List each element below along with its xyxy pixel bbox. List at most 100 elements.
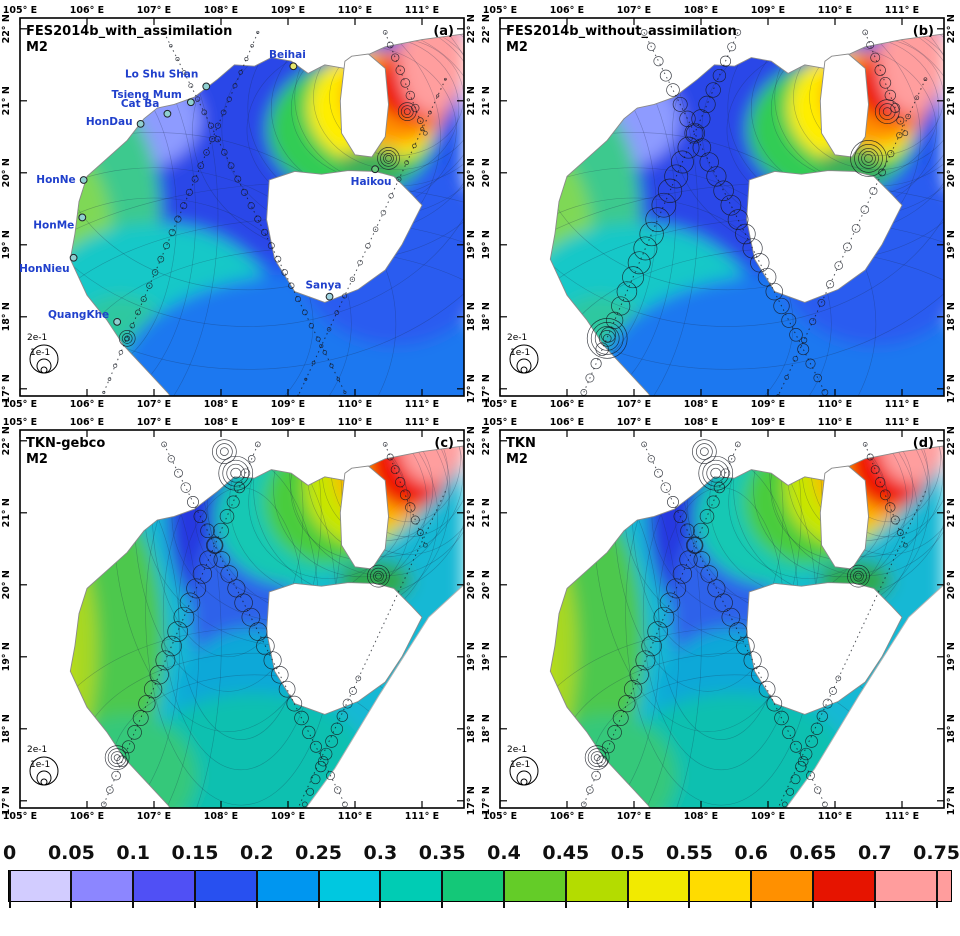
map-frame	[499, 429, 945, 809]
lat-tick-label: 19° N	[466, 642, 477, 671]
colorbar-value: 0.2	[239, 842, 274, 864]
lon-tick-label: 105° E	[3, 811, 37, 822]
axis-ticks: 105° E 105° E 106° E 106° E 107° E 107° E 108°…	[481, 417, 957, 822]
tidal-ellipse-tracks	[580, 439, 926, 808]
colorbar-tick	[750, 870, 753, 908]
lat-tick-label: 22° N	[481, 14, 492, 43]
panel-title: TKN	[506, 436, 536, 451]
colorbar: 0 0.05 0.1 0.15 0.2 0.25 0.3 0.35 0.4 0.45 0.5 0.55…	[0, 842, 960, 934]
lon-tick-label: 105° E	[483, 5, 517, 16]
colorbar-tick	[688, 870, 691, 908]
panel-letter: (d)	[913, 436, 934, 451]
lat-tick-label: 21° N	[946, 498, 957, 527]
colorbar-gradient-bar	[8, 870, 952, 902]
colorbar-segment	[256, 871, 319, 901]
lon-tick-label: 111° E	[885, 399, 919, 410]
station-label: Sanya	[305, 280, 341, 292]
colorbar-tick	[70, 870, 73, 908]
lon-tick-label: 109° E	[271, 417, 305, 428]
lon-tick-label: 105° E	[3, 417, 37, 428]
colorbar-tick	[812, 870, 814, 908]
lon-tick-label: 110° E	[818, 417, 852, 428]
lat-tick-label: 21° N	[466, 86, 477, 115]
lat-tick-label: 18° N	[481, 302, 492, 331]
lat-tick-label: 19° N	[481, 642, 492, 671]
lon-tick-label: 108° E	[684, 5, 718, 16]
panel-letter: (a)	[433, 24, 454, 39]
lon-tick-label: 108° E	[684, 417, 718, 428]
station-dot	[289, 62, 298, 71]
lat-tick-label: 20° N	[481, 158, 492, 187]
lon-tick-label: 109° E	[271, 5, 305, 16]
lat-tick-label: 17° N	[946, 786, 957, 815]
legend-value-2e-1: 2e-1	[507, 745, 527, 755]
panel-subtitle: M2	[26, 452, 48, 467]
lon-tick-label: 107° E	[617, 5, 651, 16]
lon-tick-label: 108° E	[204, 5, 238, 16]
colorbar-value: 0.15	[171, 842, 219, 864]
colorbar-tick	[194, 870, 196, 908]
lat-tick-label: 18° N	[466, 714, 477, 743]
lat-tick-label: 21° N	[466, 498, 477, 527]
colorbar-segment	[750, 871, 814, 901]
colorbar-segment	[9, 871, 72, 901]
colorbar-segment	[194, 871, 258, 901]
lat-tick-label: 22° N	[481, 426, 492, 455]
station-dot	[371, 165, 380, 174]
lon-tick-label: 106° E	[70, 811, 104, 822]
colorbar-tick	[441, 870, 444, 908]
lat-tick-label: 22° N	[1, 14, 12, 43]
station-dot	[202, 82, 211, 91]
station-label: Tsieng Mum	[112, 89, 182, 101]
panel-title: FES2014b_without_assimilation	[506, 24, 737, 39]
lon-tick-label: 110° E	[338, 417, 372, 428]
station-label: HonNieu	[19, 263, 69, 275]
lon-tick-label: 111° E	[885, 811, 919, 822]
legend-value-1e-1: 1e-1	[510, 760, 530, 770]
lon-tick-label: 109° E	[751, 811, 785, 822]
lat-tick-label: 18° N	[1, 714, 12, 743]
colorbar-segment	[132, 871, 196, 901]
legend-value-1e-1: 1e-1	[510, 348, 530, 358]
colorbar-segment	[379, 871, 443, 901]
station-label: HonNe	[36, 174, 75, 186]
lon-tick-label: 111° E	[405, 417, 439, 428]
lon-tick-label: 109° E	[271, 399, 305, 410]
colorbar-value: 0.1	[116, 842, 151, 864]
panel-c: 2e-1 1e-1 105° E 105° E 106° E 106° E 107° E 10…	[0, 414, 480, 826]
lon-tick-label: 105° E	[483, 417, 517, 428]
lat-tick-label: 18° N	[1, 302, 12, 331]
scale-legend: 2e-1 1e-1	[507, 745, 539, 786]
colorbar-value: 0.55	[665, 842, 713, 864]
lat-tick-label: 18° N	[466, 302, 477, 331]
colorbar-value: 0.05	[47, 842, 95, 864]
lat-tick-label: 17° N	[466, 786, 477, 815]
lat-tick-label: 18° N	[481, 714, 492, 743]
legend-value-2e-1: 2e-1	[27, 745, 47, 755]
lon-tick-label: 106° E	[550, 417, 584, 428]
colorbar-tick	[317, 870, 320, 908]
station-dot	[325, 292, 334, 301]
lat-tick-label: 21° N	[1, 86, 12, 115]
lon-tick-label: 107° E	[137, 811, 171, 822]
lon-tick-label: 108° E	[204, 399, 238, 410]
colorbar-tick	[564, 870, 567, 908]
panel-subtitle: M2	[506, 40, 528, 55]
panel-b: 2e-1 1e-1 105° E 105° E 106° E 106° E 107° E 10…	[480, 2, 960, 414]
lat-tick-label: 20° N	[481, 570, 492, 599]
station-dot	[79, 176, 88, 184]
colorbar-segment	[627, 871, 690, 901]
lon-tick-label: 107° E	[617, 417, 651, 428]
map-frame	[499, 17, 945, 397]
colorbar-tick	[626, 870, 629, 908]
colorbar-segment	[874, 871, 937, 901]
colorbar-tick	[379, 870, 382, 908]
lat-tick-label: 21° N	[946, 86, 957, 115]
colorbar-tick	[132, 870, 135, 908]
axis-ticks: 105° E 105° E 106° E 106° E 107° E 107° E 108°…	[1, 5, 477, 410]
station-label: HonMe	[33, 219, 74, 231]
lat-tick-label: 21° N	[1, 498, 12, 527]
scale-legend: 2e-1 1e-1	[507, 333, 539, 374]
scale-legend: 2e-1 1e-1	[27, 333, 59, 374]
